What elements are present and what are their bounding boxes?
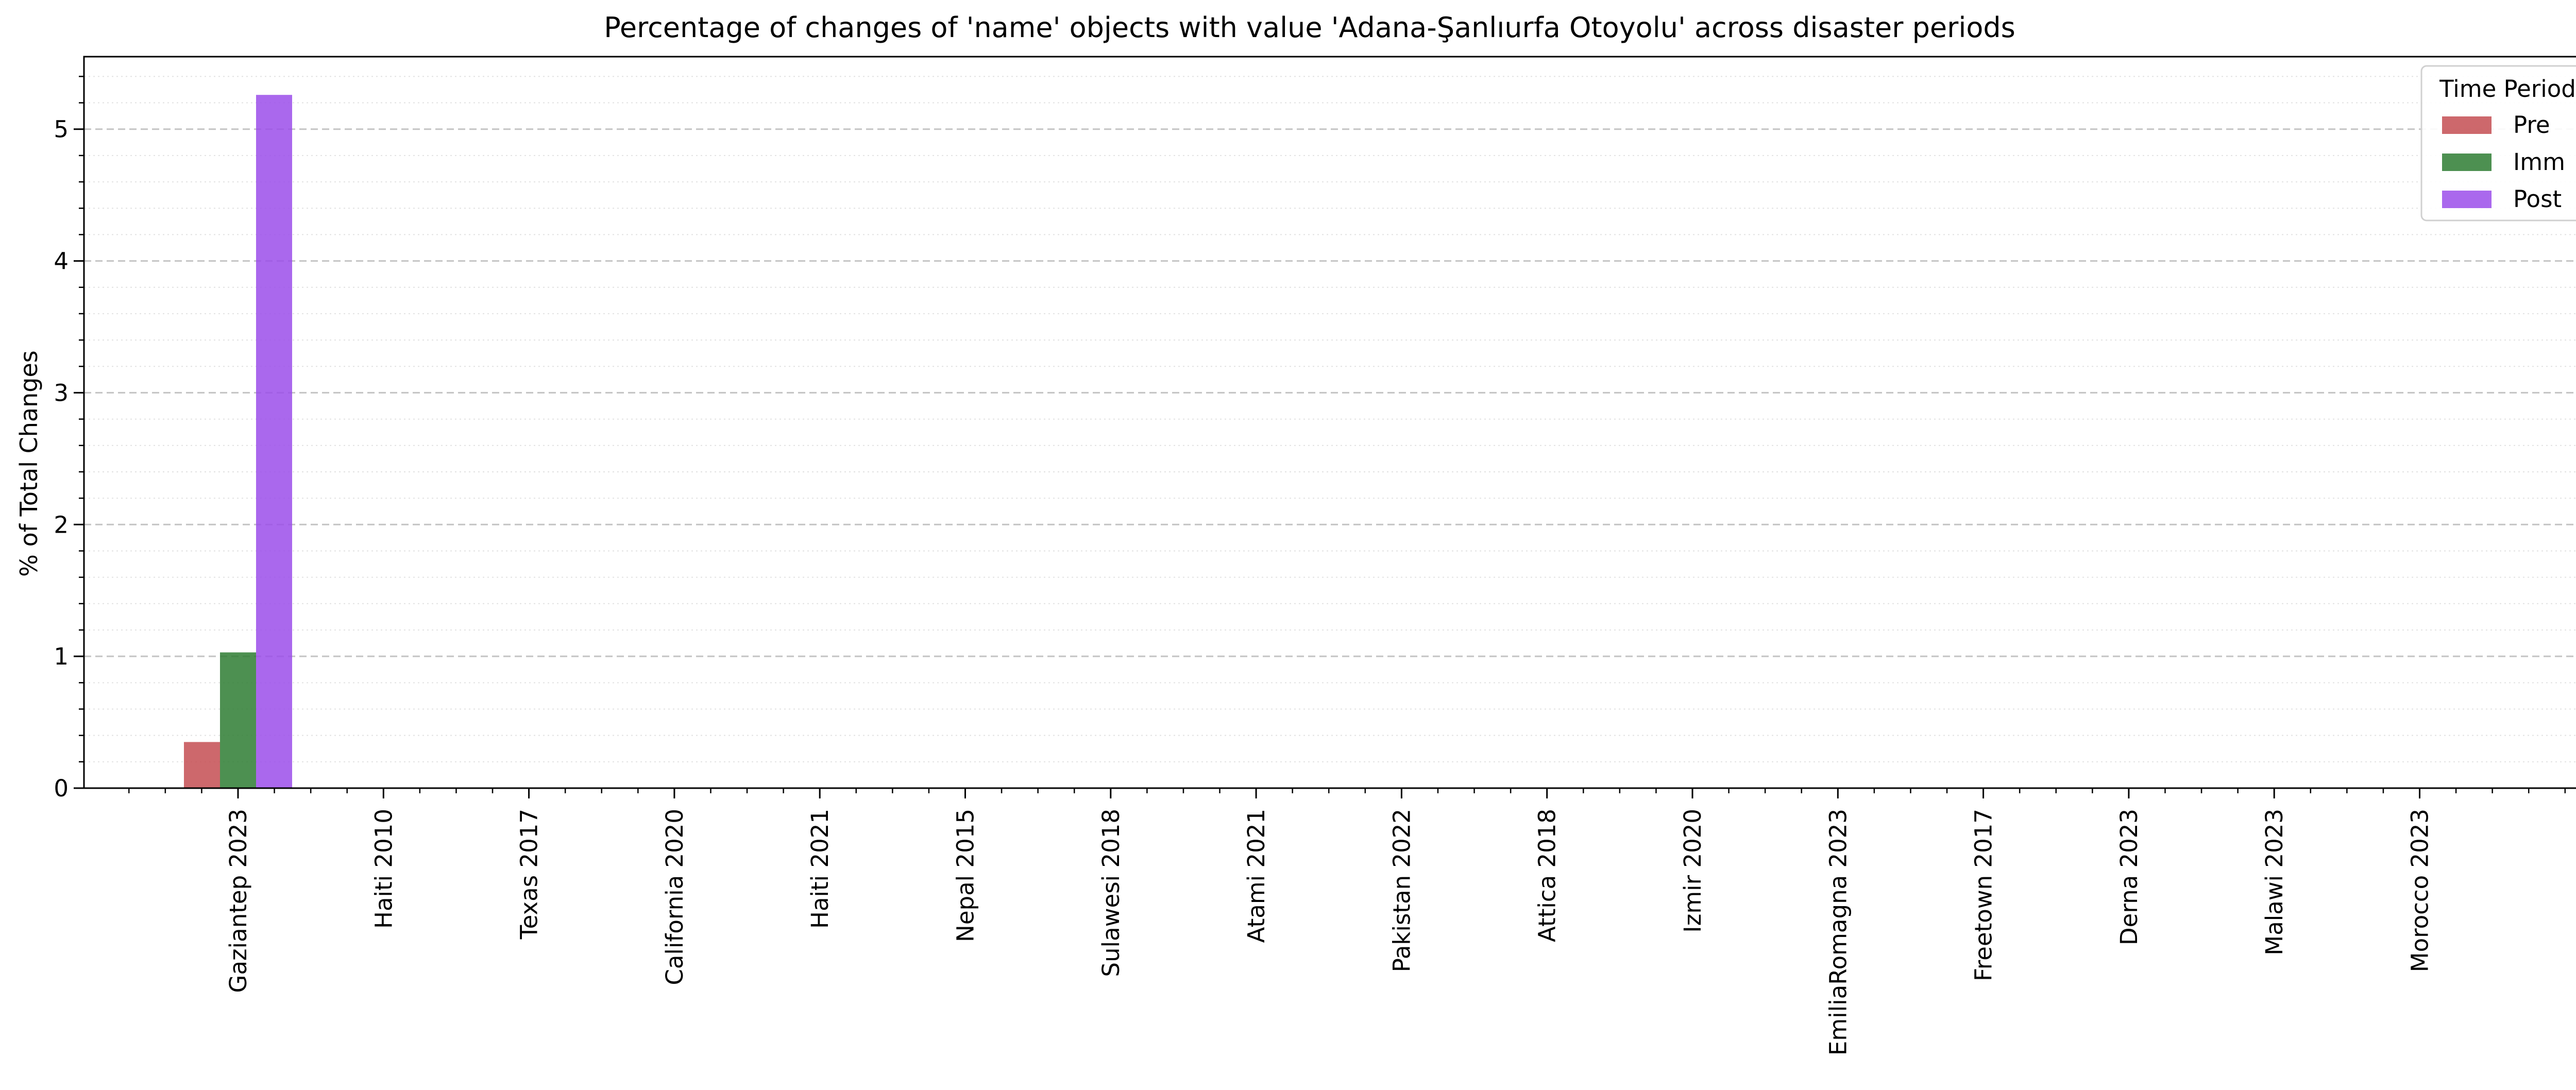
x-axis: Gaziantep 2023 Haiti 2010 Texas 2017 Califo… [128,788,2566,1055]
legend-swatch-pre [2442,116,2492,134]
legend-label-imm: Imm [2513,148,2565,176]
chart-title: Percentage of changes of 'name' objects … [604,11,2015,44]
bar-pre [184,742,220,788]
x-tick-label: Pakistan 2022 [1388,809,1415,972]
y-tick-label: 3 [54,379,69,406]
x-tick-label: EmiliaRomagna 2023 [1824,809,1852,1055]
y-tick-label: 1 [54,643,69,670]
x-tick-label: Izmir 2020 [1679,809,1706,933]
x-tick-label: Attica 2018 [1534,809,1561,942]
bar-post [256,95,292,788]
x-tick-label: Freetown 2017 [1970,809,1997,981]
x-tick-label: Sulawesi 2018 [1097,809,1125,977]
bar-imm [220,652,256,788]
x-tick-label: Texas 2017 [516,809,543,940]
grid-lines [84,76,2576,762]
x-tick-label: Malawi 2023 [2261,809,2288,956]
x-tick-label: Atami 2021 [1243,809,1270,943]
x-tick-label: Haiti 2010 [370,809,397,929]
legend-box [2420,65,2576,222]
legend: Time Period Pre Imm Post [2420,65,2576,222]
y-axis-label: % of Total Changes [15,350,43,576]
bars-group [184,95,292,788]
y-tick-label: 0 [54,775,69,802]
x-tick-label: Nepal 2015 [952,809,979,942]
legend-label-post: Post [2513,185,2562,213]
legend-title: Time Period [2439,75,2576,103]
legend-swatch-imm [2442,154,2492,171]
x-tick-label: Gaziantep 2023 [225,809,252,993]
x-tick-label: Derna 2023 [2115,809,2143,945]
x-tick-label: Haiti 2021 [806,809,834,929]
y-tick-label: 5 [54,116,69,143]
x-tick-label: California 2020 [661,809,688,985]
legend-label-pre: Pre [2513,111,2550,139]
y-tick-label: 4 [54,248,69,275]
y-axis: 0 1 2 3 4 5 [54,76,84,802]
plot-frame [83,56,2576,789]
y-tick-label: 2 [54,511,69,538]
x-tick-label: Morocco 2023 [2406,809,2434,972]
legend-swatch-post [2442,191,2492,208]
